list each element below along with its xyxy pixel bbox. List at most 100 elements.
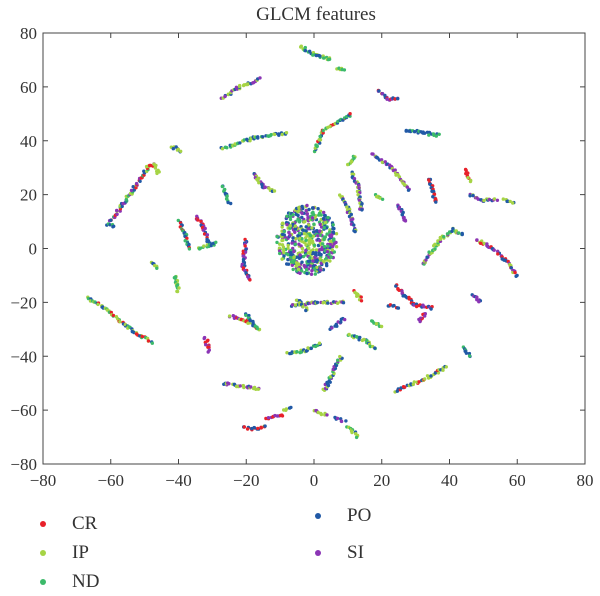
data-point-po [315, 300, 320, 305]
data-point-nd [354, 435, 359, 440]
data-point-si [383, 160, 387, 164]
data-point-po [433, 371, 438, 375]
data-point-ip [288, 224, 292, 228]
data-point-si [290, 303, 295, 307]
data-point-po [314, 53, 318, 58]
data-point-si [334, 240, 338, 245]
data-point-nd [297, 231, 302, 235]
data-point-ip [272, 132, 277, 137]
data-point-ip [346, 162, 350, 167]
data-point-po [352, 223, 356, 227]
data-point-nd [187, 247, 192, 251]
data-point-po [429, 374, 433, 378]
data-point-cr [417, 380, 421, 384]
data-point-nd [319, 213, 323, 217]
data-point-cr [206, 338, 210, 342]
data-point-po [309, 346, 313, 350]
data-point-po [334, 322, 338, 326]
data-point-po [131, 185, 135, 189]
data-point-po [280, 232, 285, 237]
data-point-cr [414, 304, 419, 309]
data-point-cr [185, 236, 189, 240]
data-point-nd [291, 213, 295, 217]
data-point-po [318, 54, 322, 58]
data-point-po [289, 405, 293, 410]
y-tick-label: −60 [10, 401, 37, 420]
data-point-po [261, 135, 265, 139]
data-point-ip [118, 320, 122, 324]
data-point-ip [282, 248, 286, 252]
data-point-ip [297, 209, 301, 213]
data-point-si [335, 416, 340, 421]
data-point-po [311, 251, 315, 255]
data-point-si [249, 385, 253, 389]
data-point-po [427, 130, 432, 135]
data-point-ip [466, 176, 470, 180]
data-point-si [288, 233, 292, 237]
data-point-nd [312, 222, 316, 226]
x-tick-label: 20 [373, 471, 390, 490]
data-point-po [331, 230, 336, 234]
data-point-cr [242, 425, 246, 429]
data-point-si [495, 198, 500, 202]
data-point-po [323, 213, 327, 218]
data-point-ip [317, 138, 321, 142]
y-tick-label: −40 [10, 347, 37, 366]
data-point-po [377, 89, 381, 93]
data-point-po [286, 262, 291, 266]
data-point-nd [244, 313, 248, 317]
data-point-nd [332, 250, 336, 254]
data-point-nd [291, 260, 295, 264]
data-point-nd [286, 252, 290, 257]
data-point-ip [353, 290, 357, 295]
data-point-nd [313, 272, 317, 276]
data-point-nd [309, 234, 313, 238]
data-point-nd [467, 354, 472, 358]
data-point-po [132, 330, 136, 335]
data-point-si [393, 168, 397, 172]
data-point-si [352, 177, 357, 181]
data-point-po [331, 226, 335, 231]
data-point-nd [336, 358, 340, 362]
data-point-ip [179, 149, 183, 153]
data-point-ip [281, 250, 286, 255]
data-point-ip [314, 248, 319, 252]
data-point-si [115, 212, 119, 216]
data-point-po [229, 201, 233, 206]
data-point-cr [207, 345, 211, 350]
data-point-nd [268, 134, 272, 138]
data-point-si [331, 244, 335, 249]
data-point-nd [289, 256, 293, 260]
data-point-po [344, 419, 348, 423]
data-point-si [319, 225, 324, 229]
data-point-nd [155, 266, 159, 270]
data-point-nd [291, 267, 295, 272]
data-point-cr [280, 414, 285, 418]
x-tick-label: −60 [97, 471, 124, 490]
data-point-si [319, 261, 323, 265]
data-point-ip [328, 239, 332, 243]
data-point-po [396, 97, 400, 101]
data-point-ip [328, 124, 332, 129]
data-point-cr [359, 295, 363, 299]
data-point-po [297, 256, 302, 260]
data-point-nd [326, 244, 330, 248]
data-point-ip [380, 160, 385, 164]
data-point-po [314, 259, 318, 263]
legend-item-si: SI [315, 542, 364, 564]
data-point-cr [248, 278, 252, 282]
data-point-nd [368, 344, 372, 349]
data-point-po [399, 386, 403, 390]
data-point-ip [202, 244, 206, 248]
data-point-ip [423, 377, 427, 381]
data-point-po [248, 318, 252, 322]
data-point-ip [444, 365, 448, 369]
data-point-ip [220, 147, 225, 151]
data-point-cr [466, 171, 470, 175]
legend-label-cr: CR [72, 513, 98, 534]
data-point-nd [457, 231, 461, 235]
data-point-si [405, 185, 409, 189]
data-point-nd [321, 128, 325, 133]
data-point-nd [332, 237, 336, 241]
data-point-ip [433, 242, 437, 246]
